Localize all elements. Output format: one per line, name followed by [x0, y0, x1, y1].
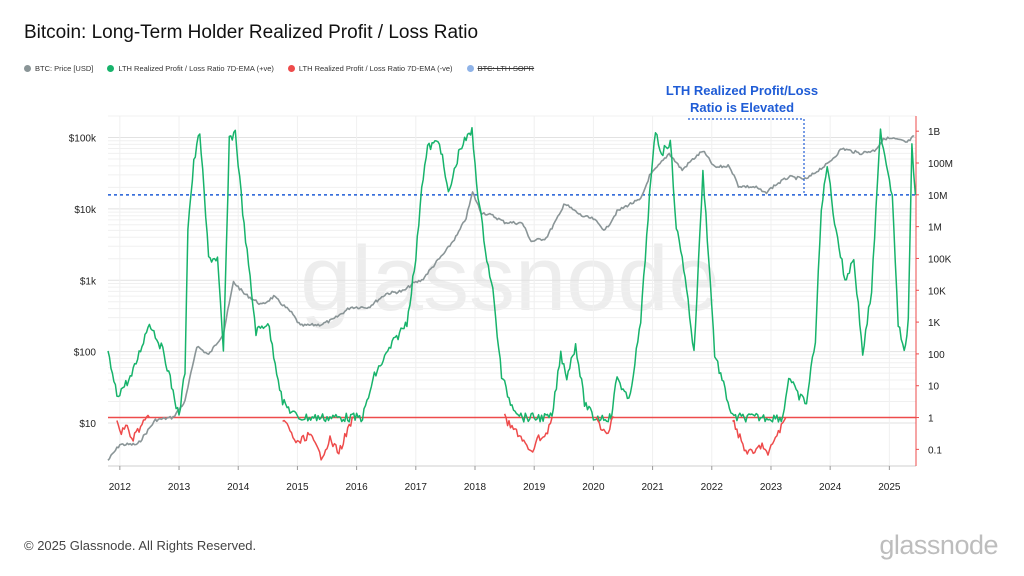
- x-axis: 2012 2013 2014 2015 2016 2017 2018 2019 2020 2021…: [109, 466, 901, 493]
- legend-label: BTC: Price [USD]: [35, 64, 94, 73]
- watermark: glassnode: [300, 228, 719, 330]
- x-tick-label: 2012: [109, 482, 132, 493]
- x-tick-label: 2024: [819, 482, 842, 493]
- legend: BTC: Price [USD] LTH Realized Profit / L…: [24, 64, 534, 73]
- legend-dot-icon: [287, 65, 295, 72]
- y-right-tick-label: 10K: [928, 286, 946, 297]
- y-left-tick-label: $10k: [74, 205, 97, 216]
- y-right-tick-label: 10M: [928, 191, 947, 202]
- y-left-tick-label: $100: [74, 348, 97, 359]
- legend-item-price[interactable]: BTC: Price [USD]: [24, 64, 93, 73]
- y-right-tick-label: 100M: [928, 159, 953, 170]
- x-tick-label: 2016: [345, 482, 368, 493]
- legend-dot-icon: [24, 65, 31, 72]
- y-left-tick-label: $100k: [69, 133, 97, 144]
- series-line-segment: [732, 417, 787, 456]
- legend-dot-icon: [107, 65, 115, 72]
- y-right-tick-label: 1M: [928, 223, 942, 234]
- y-right-tick-label: 1: [928, 414, 934, 425]
- series-line-segment: [282, 416, 354, 461]
- series-group: [107, 126, 917, 461]
- y-left-tick-label: $10: [79, 419, 96, 430]
- y-right-tick-label: 10: [928, 382, 940, 393]
- chart-title: Bitcoin: Long-Term Holder Realized Profi…: [24, 22, 479, 43]
- annotation-line-2: Ratio is Elevated: [690, 100, 794, 115]
- x-tick-label: 2015: [286, 482, 309, 493]
- x-tick-label: 2020: [582, 482, 605, 493]
- legend-label: LTH Realized Profit / Loss Ratio 7D-EMA …: [298, 64, 453, 73]
- y-right-tick-label: 100: [928, 350, 945, 361]
- annotation-bracket: [688, 118, 805, 195]
- brand-logo: glassnode: [879, 530, 998, 560]
- copyright: © 2025 Glassnode. All Rights Reserved.: [24, 538, 257, 553]
- series-line-segment: [503, 413, 553, 453]
- grid: [108, 115, 917, 467]
- y-right-tick-label: 0.1: [928, 445, 942, 456]
- legend-dot-icon: [466, 65, 474, 72]
- x-tick-label: 2014: [227, 482, 250, 493]
- x-tick-label: 2013: [168, 482, 191, 493]
- series-line: [107, 135, 915, 461]
- x-tick-label: 2017: [405, 482, 428, 493]
- y-axis-left: $10 $100 $1k $10k $100k: [69, 133, 97, 430]
- x-tick-label: 2019: [523, 482, 546, 493]
- annotation: LTH Realized Profit/Loss Ratio is Elevat…: [666, 83, 818, 195]
- x-tick-label: 2023: [760, 482, 783, 493]
- y-left-tick-label: $1k: [80, 276, 97, 287]
- x-tick-label: 2021: [641, 482, 664, 493]
- legend-item-negative[interactable]: LTH Realized Profit / Loss Ratio 7D-EMA …: [287, 64, 453, 73]
- legend-label: LTH Realized Profit / Loss Ratio 7D-EMA …: [118, 64, 274, 73]
- legend-label: BTC: LTH-SOPR: [477, 64, 535, 73]
- y-right-tick-label: 1B: [928, 127, 941, 138]
- legend-item-positive[interactable]: LTH Realized Profit / Loss Ratio 7D-EMA …: [107, 64, 274, 73]
- x-tick-label: 2025: [878, 482, 901, 493]
- series-line: [107, 126, 917, 423]
- y-right-tick-label: 100K: [928, 254, 952, 265]
- annotation-line-1: LTH Realized Profit/Loss: [666, 83, 818, 98]
- series-line-segment: [595, 416, 615, 435]
- series-line-segment: [116, 414, 151, 442]
- y-axis-right: 0.1 1 10 100 1K 10K 100K 1M 10M 100M 1B: [916, 127, 953, 456]
- reference-lines: [108, 194, 916, 419]
- x-tick-label: 2018: [464, 482, 487, 493]
- legend-item-sopr[interactable]: BTC: LTH-SOPR: [466, 64, 535, 73]
- x-tick-label: 2022: [701, 482, 724, 493]
- y-right-tick-label: 1K: [928, 318, 941, 329]
